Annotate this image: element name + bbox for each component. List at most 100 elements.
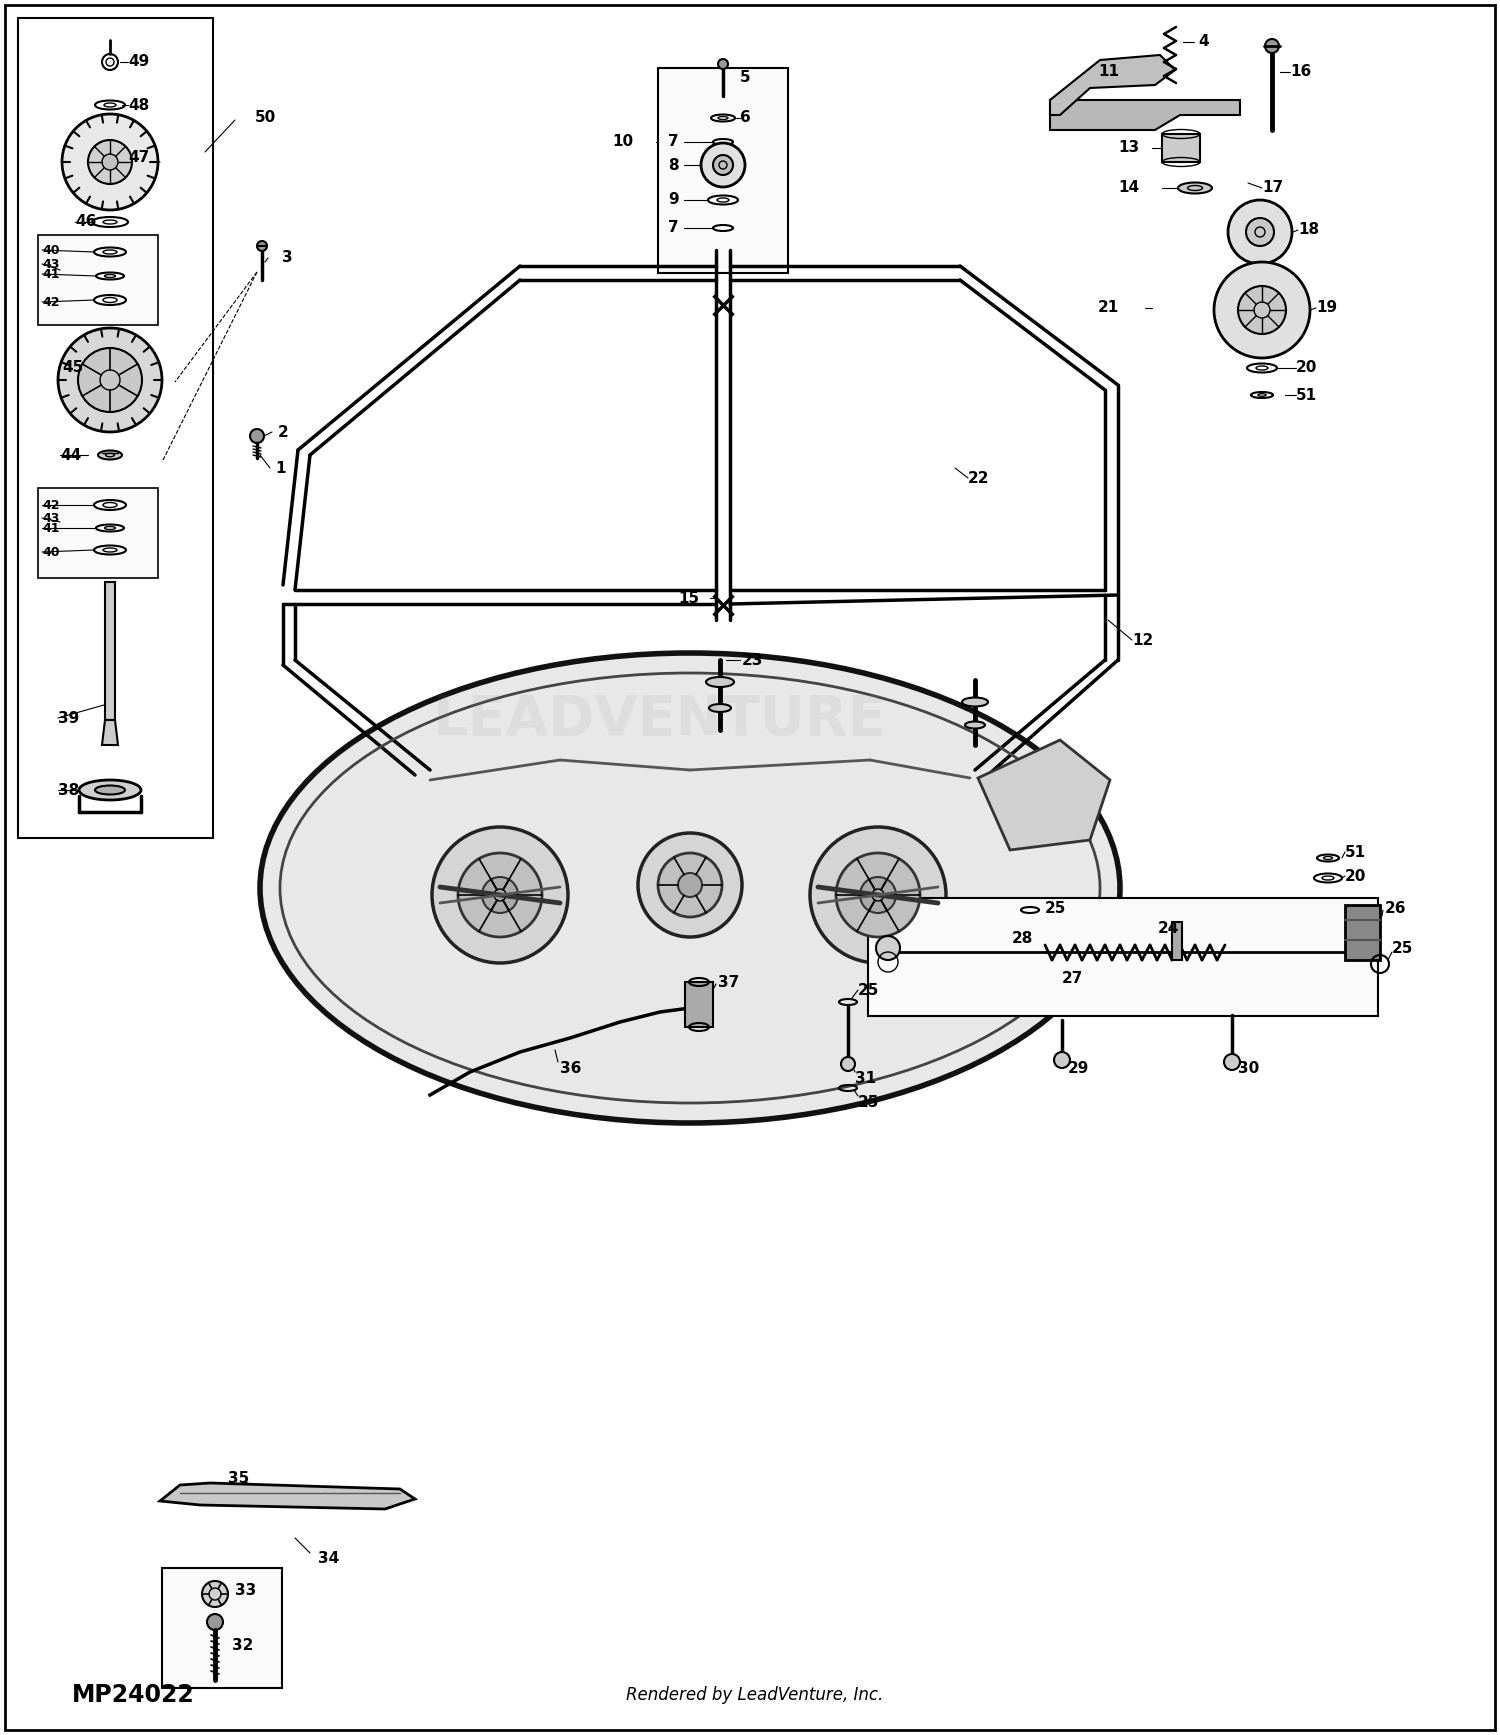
Text: 51: 51: [1296, 387, 1317, 403]
Text: 49: 49: [128, 54, 148, 69]
Text: 21: 21: [1098, 300, 1119, 316]
Bar: [1162, 134, 1200, 161]
Text: 2: 2: [278, 425, 288, 439]
Text: 17: 17: [1262, 180, 1282, 196]
Text: 16: 16: [1290, 64, 1311, 80]
Circle shape: [432, 828, 568, 963]
Text: 42: 42: [42, 498, 60, 512]
Bar: [686, 982, 712, 1027]
Text: 35: 35: [228, 1471, 249, 1485]
Circle shape: [102, 154, 118, 170]
Ellipse shape: [710, 704, 730, 711]
Text: 24: 24: [1158, 921, 1179, 935]
Text: 41: 41: [42, 267, 60, 281]
Text: 43: 43: [42, 512, 60, 524]
Text: 25: 25: [858, 1095, 879, 1109]
Text: 13: 13: [1118, 141, 1138, 156]
Text: 9: 9: [668, 193, 678, 208]
Text: 42: 42: [42, 295, 60, 309]
Ellipse shape: [94, 786, 124, 795]
Ellipse shape: [80, 781, 141, 800]
Text: 36: 36: [560, 1060, 582, 1076]
Circle shape: [700, 142, 746, 187]
Text: 31: 31: [855, 1070, 876, 1086]
Circle shape: [1264, 38, 1280, 54]
Text: 25: 25: [858, 982, 879, 998]
Circle shape: [251, 429, 264, 442]
Circle shape: [1054, 1051, 1070, 1069]
Text: 38: 38: [58, 782, 80, 798]
Text: 11: 11: [1098, 64, 1119, 80]
Circle shape: [88, 141, 132, 184]
Text: 37: 37: [718, 975, 740, 989]
Text: 1: 1: [274, 460, 285, 475]
Circle shape: [482, 876, 518, 913]
Text: 29: 29: [1068, 1060, 1089, 1076]
Text: 40: 40: [42, 243, 60, 257]
Text: 10: 10: [612, 135, 633, 149]
Text: 3: 3: [282, 250, 292, 265]
Text: 7: 7: [668, 220, 678, 236]
Text: 22: 22: [968, 470, 990, 486]
Circle shape: [678, 873, 702, 897]
Text: 25: 25: [1392, 940, 1413, 956]
Ellipse shape: [260, 652, 1120, 1123]
Text: 45: 45: [62, 361, 84, 375]
Bar: [105, 581, 116, 720]
Circle shape: [1238, 286, 1286, 335]
Text: 34: 34: [318, 1551, 339, 1565]
Text: 51: 51: [1346, 845, 1366, 859]
Circle shape: [859, 876, 895, 913]
Text: 19: 19: [1316, 300, 1336, 316]
Circle shape: [638, 833, 742, 937]
Polygon shape: [160, 1483, 416, 1509]
Text: 30: 30: [1238, 1060, 1260, 1076]
Circle shape: [62, 115, 158, 210]
Text: 27: 27: [1062, 970, 1083, 985]
Bar: [1346, 906, 1380, 959]
Ellipse shape: [98, 451, 122, 460]
Text: 15: 15: [678, 590, 699, 606]
Circle shape: [1224, 1053, 1240, 1070]
Text: Rendered by LeadVenture, Inc.: Rendered by LeadVenture, Inc.: [627, 1686, 884, 1704]
Text: 33: 33: [236, 1582, 256, 1598]
Text: 39: 39: [58, 711, 80, 725]
Text: 32: 32: [232, 1638, 254, 1652]
Ellipse shape: [706, 677, 734, 687]
Circle shape: [78, 349, 142, 411]
Circle shape: [207, 1614, 224, 1629]
Circle shape: [58, 328, 162, 432]
Bar: [38, 234, 158, 324]
Polygon shape: [1050, 101, 1240, 130]
Text: 48: 48: [128, 97, 148, 113]
Text: LEADVENTURE: LEADVENTURE: [433, 692, 886, 748]
Circle shape: [810, 828, 946, 963]
Text: 12: 12: [1132, 633, 1154, 647]
Polygon shape: [102, 720, 118, 744]
Circle shape: [256, 241, 267, 252]
Circle shape: [876, 935, 900, 959]
Text: MP24022: MP24022: [72, 1683, 195, 1707]
Polygon shape: [978, 741, 1110, 850]
Text: 43: 43: [42, 257, 60, 271]
Circle shape: [836, 854, 920, 937]
Bar: [868, 899, 1378, 1017]
Circle shape: [202, 1581, 228, 1607]
Text: 50: 50: [255, 111, 276, 125]
Ellipse shape: [964, 722, 986, 729]
Ellipse shape: [1178, 182, 1212, 194]
Circle shape: [1214, 262, 1310, 357]
Bar: [18, 17, 213, 838]
Bar: [38, 488, 158, 578]
Text: 26: 26: [1384, 900, 1407, 916]
Circle shape: [712, 154, 734, 175]
Text: 40: 40: [42, 545, 60, 559]
Circle shape: [458, 854, 542, 937]
Text: 18: 18: [1298, 222, 1318, 238]
Text: 23: 23: [742, 652, 764, 668]
Bar: [658, 68, 788, 272]
Text: 25: 25: [1046, 900, 1066, 916]
Text: 14: 14: [1118, 180, 1138, 196]
Circle shape: [718, 59, 728, 69]
Text: 4: 4: [1198, 35, 1209, 50]
